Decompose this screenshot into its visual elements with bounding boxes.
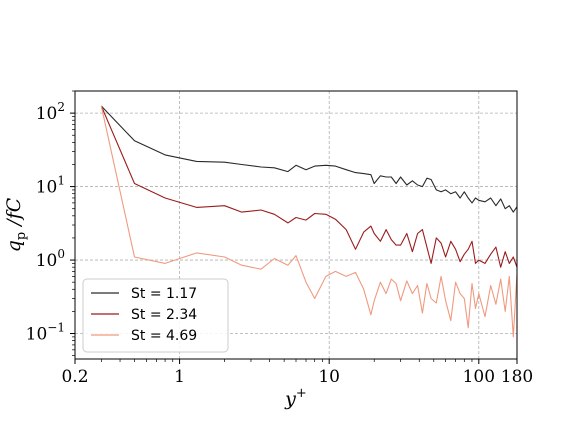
legend: St = 1.17 St = 2.34 St = 4.69 [82,278,229,353]
tick-layer: 0.2 1 10 100 180 10−1 100 101 102 [26,90,533,387]
x-tick-label: 100 [463,367,495,387]
x-tick-label: 180 [501,367,533,387]
x-axis-label: y+ [284,386,307,410]
legend-label-1: St = 1.17 [131,286,197,302]
legend-label-3: St = 4.69 [131,328,197,344]
x-tick-label: 10 [318,367,340,387]
y-tick-label: 100 [36,247,65,271]
legend-box [82,278,229,353]
y-tick-label: 101 [36,174,65,198]
y-axis-label: qp /fC [3,197,29,252]
x-tick-label: 1 [174,367,185,387]
legend-label-2: St = 2.34 [131,307,197,323]
grid-layer [74,91,518,359]
series-layer [100,105,518,338]
series-line-3 [100,105,518,338]
series-line-2 [100,105,518,268]
x-tick-label: 0.2 [61,367,88,387]
y-tick-label: 102 [36,100,65,124]
series-line-1 [100,105,518,213]
y-tick-label: 10−1 [26,321,65,345]
